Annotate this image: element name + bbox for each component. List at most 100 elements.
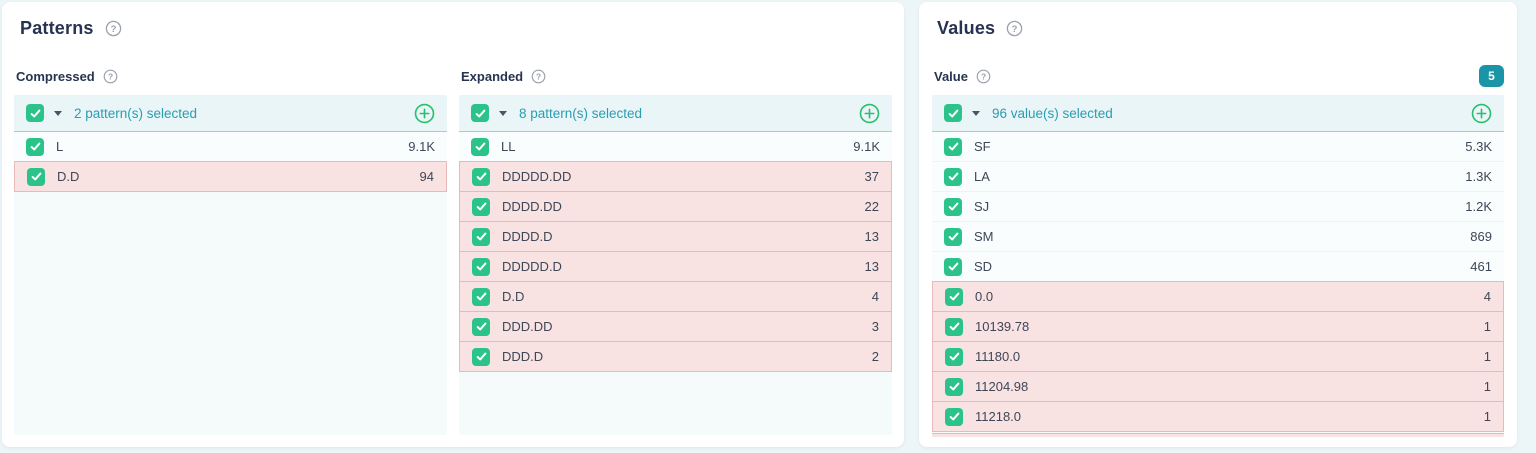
item-label: DDD.DD xyxy=(502,319,553,334)
compressed-help-icon[interactable]: ? xyxy=(103,69,118,84)
list-item[interactable]: 10139.78 1 xyxy=(932,311,1504,342)
list-item[interactable]: D.D 94 xyxy=(14,161,447,192)
row-checkbox[interactable] xyxy=(944,197,962,216)
svg-text:?: ? xyxy=(981,71,986,81)
row-checkbox[interactable] xyxy=(472,287,490,306)
check-icon xyxy=(476,172,486,181)
list-item[interactable]: LA 1.3K xyxy=(932,162,1504,192)
row-checkbox[interactable] xyxy=(472,197,490,216)
check-icon xyxy=(948,262,958,271)
row-checkbox[interactable] xyxy=(472,257,490,276)
selection-summary: 96 value(s) selected xyxy=(992,105,1113,121)
list-item[interactable]: DDD.D 2 xyxy=(459,341,892,372)
list-item[interactable]: DDDDD.D 13 xyxy=(459,251,892,282)
row-checkbox[interactable] xyxy=(472,347,490,366)
item-count: 1.2K xyxy=(1465,199,1492,214)
add-pattern-button[interactable] xyxy=(414,103,435,124)
row-checkbox[interactable] xyxy=(945,287,963,306)
check-icon xyxy=(476,232,486,241)
list-item[interactable]: DDDDD.DD 37 xyxy=(459,161,892,192)
row-checkbox[interactable] xyxy=(945,377,963,396)
expanded-list-body: LL 9.1K DDDDD.DD 37 DDDD.DD 22 DDDD.D 13… xyxy=(459,132,892,435)
add-value-button[interactable] xyxy=(1471,103,1492,124)
item-label: 11180.0 xyxy=(975,349,1021,364)
select-all-checkbox[interactable] xyxy=(944,104,962,122)
list-item[interactable]: 11218.0 1 xyxy=(932,401,1504,432)
check-icon xyxy=(476,202,486,211)
row-checkbox[interactable] xyxy=(945,347,963,366)
add-pattern-button[interactable] xyxy=(859,103,880,124)
row-checkbox[interactable] xyxy=(472,317,490,336)
item-label: DDD.D xyxy=(502,349,544,364)
value-label-row: Value ? 5 xyxy=(932,65,1504,87)
item-label: DDDD.D xyxy=(502,229,553,244)
item-label: SM xyxy=(974,229,994,244)
list-item[interactable]: 0.0 4 xyxy=(932,281,1504,312)
item-label: SD xyxy=(974,259,993,274)
item-count: 4 xyxy=(871,289,879,304)
item-label: LA xyxy=(974,169,990,184)
list-item[interactable]: SJ 1.2K xyxy=(932,192,1504,222)
list-item[interactable]: 11180.0 1 xyxy=(932,341,1504,372)
patterns-panel: Patterns ? Compressed ? xyxy=(2,2,904,447)
value-list-header: 96 value(s) selected xyxy=(932,95,1504,132)
row-checkbox[interactable] xyxy=(471,137,489,156)
check-icon xyxy=(948,109,958,117)
row-checkbox[interactable] xyxy=(472,227,490,246)
compressed-list-body: L 9.1K D.D 94 xyxy=(14,132,447,435)
check-icon xyxy=(30,109,40,117)
item-label: SF xyxy=(974,139,991,154)
chevron-down-icon[interactable] xyxy=(499,110,507,116)
chevron-down-icon[interactable] xyxy=(54,110,62,116)
values-panel: Values ? Value ? 5 96 value(s) selecte xyxy=(919,2,1517,447)
item-count: 1.3K xyxy=(1465,169,1492,184)
check-icon xyxy=(949,412,959,421)
row-checkbox[interactable] xyxy=(944,167,962,186)
row-checkbox[interactable] xyxy=(944,257,962,276)
check-icon xyxy=(948,232,958,241)
list-item[interactable]: 11204.98 1 xyxy=(932,371,1504,402)
value-help-icon[interactable]: ? xyxy=(976,69,991,84)
row-checkbox[interactable] xyxy=(944,227,962,246)
expanded-label-row: Expanded ? xyxy=(459,66,892,86)
item-count: 461 xyxy=(1470,259,1492,274)
list-item[interactable]: DDDD.DD 22 xyxy=(459,191,892,222)
values-title: Values xyxy=(937,17,996,38)
list-item[interactable]: SF 5.3K xyxy=(932,132,1504,162)
check-icon xyxy=(949,382,959,391)
item-label: 0.0 xyxy=(975,289,994,304)
check-icon xyxy=(476,262,486,271)
list-item[interactable]: SM 869 xyxy=(932,222,1504,252)
row-checkbox[interactable] xyxy=(945,317,963,336)
item-label: SJ xyxy=(974,199,990,214)
row-checkbox[interactable] xyxy=(944,137,962,156)
item-count: 5.3K xyxy=(1465,139,1492,154)
select-all-checkbox[interactable] xyxy=(471,104,489,122)
item-count: 4 xyxy=(1483,289,1491,304)
list-item[interactable]: D.D 4 xyxy=(459,281,892,312)
row-checkbox[interactable] xyxy=(26,137,44,156)
item-count: 1 xyxy=(1483,379,1491,394)
row-checkbox[interactable] xyxy=(945,407,963,426)
select-all-checkbox[interactable] xyxy=(26,104,44,122)
row-checkbox[interactable] xyxy=(27,167,45,186)
value-column: Value ? 5 96 value(s) selected xyxy=(932,65,1504,437)
chevron-down-icon[interactable] xyxy=(972,110,980,116)
list-item[interactable]: L 9.1K xyxy=(14,132,447,162)
svg-text:?: ? xyxy=(110,24,116,35)
item-count: 2 xyxy=(871,349,879,364)
list-item[interactable]: SD 461 xyxy=(932,252,1504,282)
list-item[interactable]: LL 9.1K xyxy=(459,132,892,162)
expanded-help-icon[interactable]: ? xyxy=(531,69,546,84)
patterns-columns: Compressed ? 2 pattern(s) selected xyxy=(14,66,892,435)
row-checkbox[interactable] xyxy=(472,167,490,186)
values-help-icon[interactable]: ? xyxy=(1006,20,1023,37)
patterns-help-icon[interactable]: ? xyxy=(105,20,122,37)
item-count: 1 xyxy=(1483,349,1491,364)
clipped-row xyxy=(932,433,1504,437)
item-label: LL xyxy=(501,139,516,154)
list-item[interactable]: DDDD.D 13 xyxy=(459,221,892,252)
list-item[interactable]: DDD.DD 3 xyxy=(459,311,892,342)
selection-summary: 8 pattern(s) selected xyxy=(519,105,643,121)
